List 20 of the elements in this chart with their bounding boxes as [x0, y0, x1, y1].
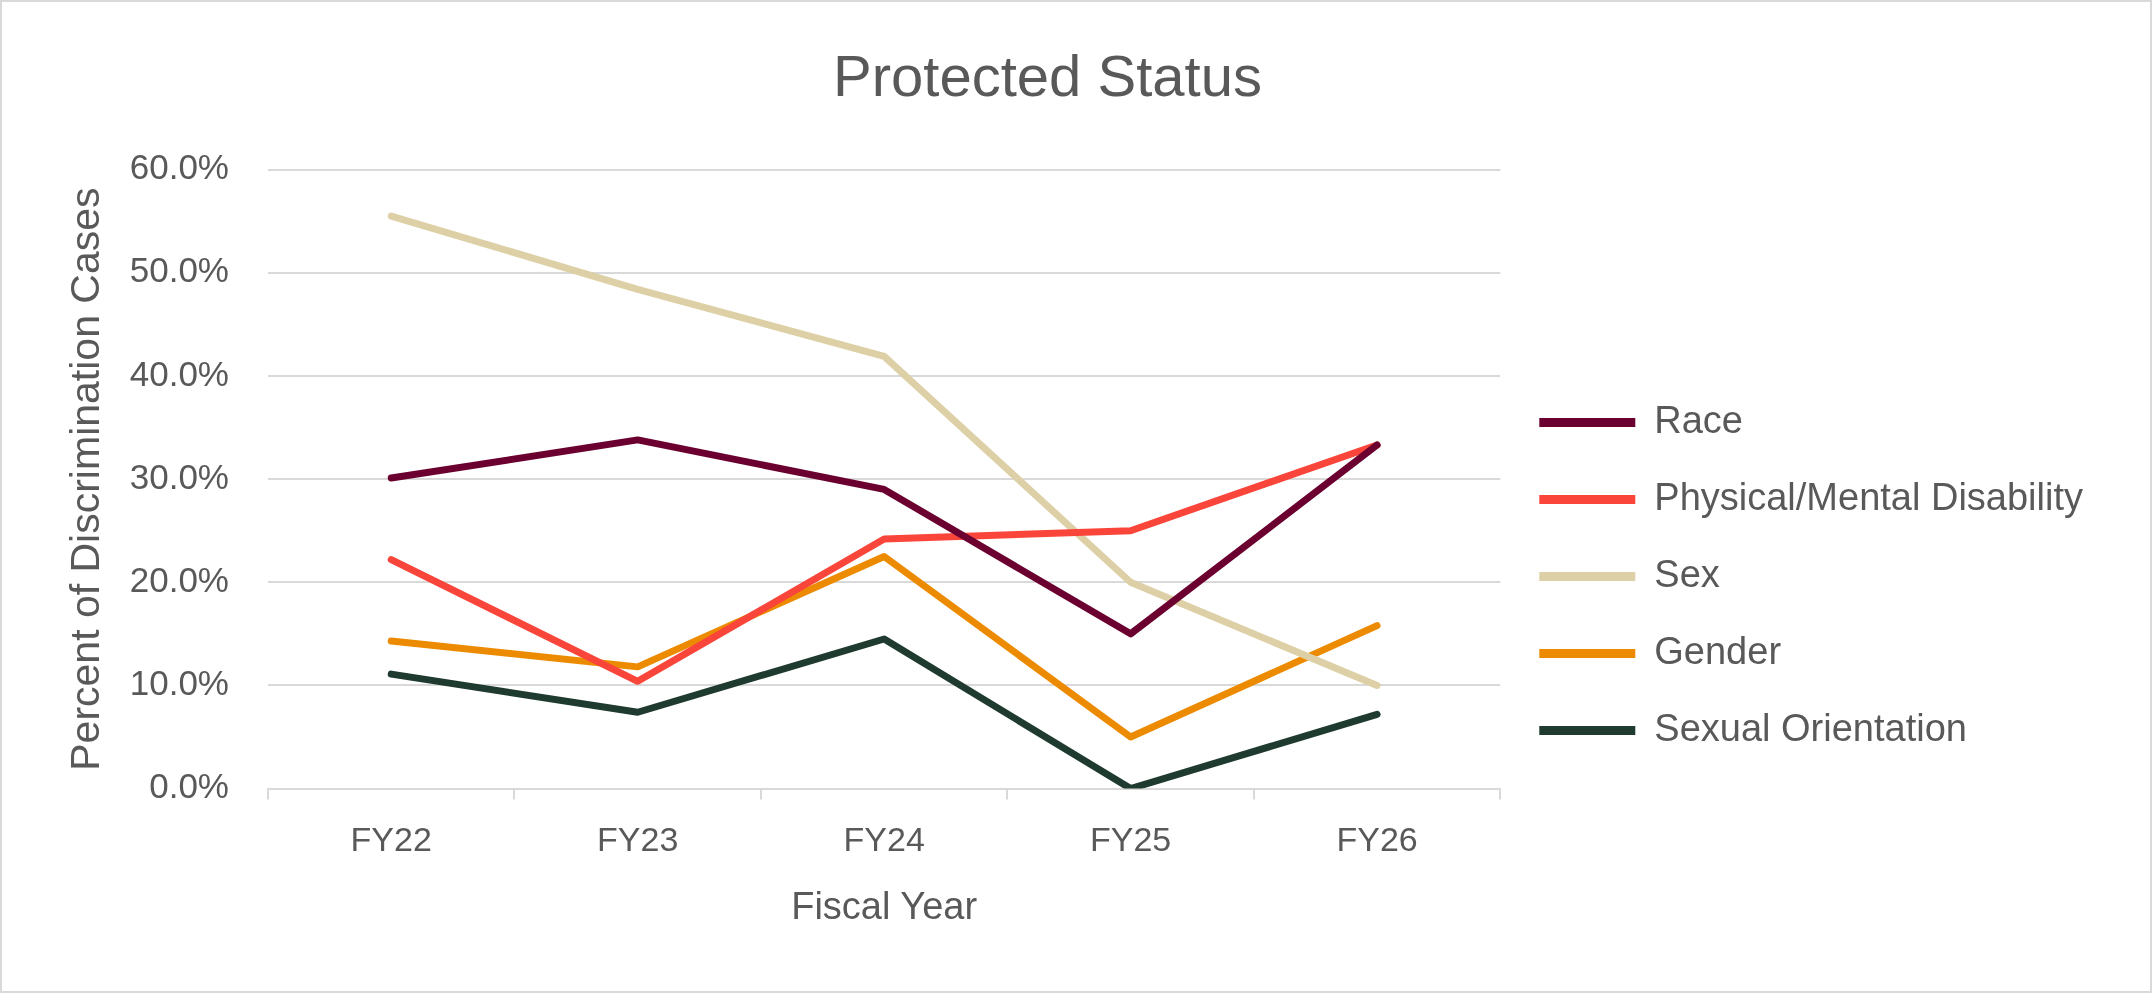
y-tick-label: 20.0%: [129, 559, 229, 599]
x-tick-label: FY23: [597, 820, 679, 859]
x-tick-label: FY25: [1089, 820, 1172, 859]
y-tick-label: 60.0%: [129, 147, 229, 187]
x-axis-title: Fiscal Year: [791, 884, 978, 927]
chart-title: Protected Status: [833, 42, 1262, 108]
legend-label: Sex: [1654, 553, 1720, 596]
y-tick-label: 10.0%: [129, 663, 229, 703]
x-tick-label: FY26: [1336, 820, 1418, 859]
y-tick-label: 30.0%: [129, 456, 229, 496]
x-tick-label: FY22: [350, 820, 432, 859]
legend-label: Sexual Orientation: [1654, 707, 1967, 750]
y-axis-title: Percent of Discrimination Cases: [61, 187, 108, 771]
legend-label: Gender: [1654, 630, 1782, 673]
y-tick-label: 0.0%: [149, 766, 229, 806]
legend-label: Race: [1654, 399, 1744, 442]
y-tick-label: 50.0%: [129, 250, 229, 290]
legend-label: Physical/Mental Disability: [1654, 476, 2084, 519]
y-tick-label: 40.0%: [129, 353, 229, 393]
x-tick-label: FY24: [843, 820, 925, 859]
